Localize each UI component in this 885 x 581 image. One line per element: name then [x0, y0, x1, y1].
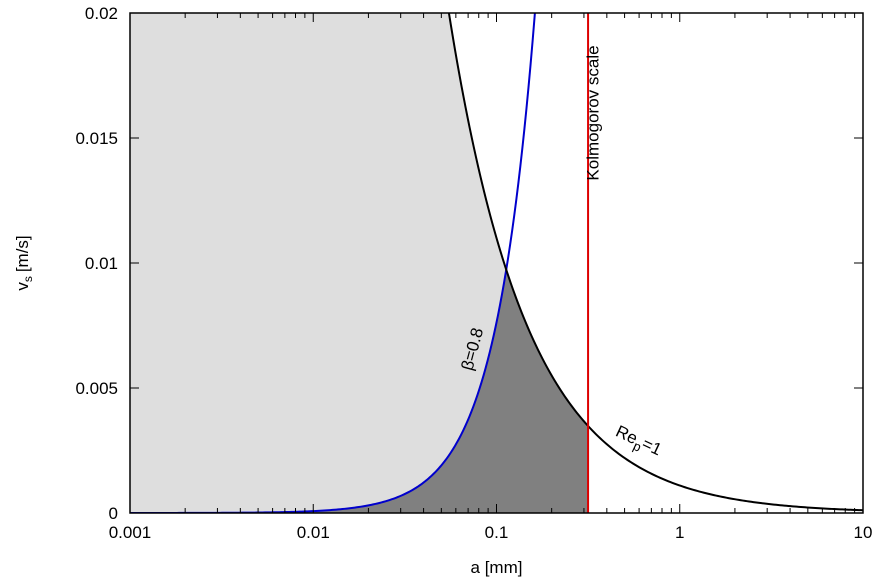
annotation-0: Kolmogorov scale: [583, 45, 602, 180]
y-tick-label: 0.01: [85, 254, 118, 273]
x-tick-label: 0.01: [297, 523, 330, 542]
x-tick-label: 0.1: [485, 523, 509, 542]
annotation-suffix: =1: [639, 434, 665, 459]
y-tick-label: 0.015: [75, 129, 118, 148]
annotation-text: Kolmogorov scale: [583, 45, 602, 180]
x-tick-label: 0.001: [109, 523, 152, 542]
x-axis-label: a [mm]: [471, 558, 523, 577]
y-axis-label-main: v: [13, 282, 32, 291]
dark-region: [130, 269, 589, 513]
series-rep-line: [447, 13, 863, 512]
y-tick-label: 0.005: [75, 379, 118, 398]
light-region: [130, 13, 589, 513]
y-tick-label: 0: [109, 504, 118, 523]
labels: a [mm] vs [m/s]: [13, 235, 522, 577]
y-axis-label-unit: [m/s]: [13, 235, 32, 272]
x-tick-label: 10: [854, 523, 873, 542]
plot-area: [130, 13, 863, 513]
y-axis-label-sub: s: [21, 276, 35, 282]
y-tick-label: 0.02: [85, 4, 118, 23]
annotation-2: Rep=1: [611, 422, 665, 463]
y-axis-label: vs [m/s]: [13, 235, 35, 290]
x-tick-label: 1: [675, 523, 684, 542]
